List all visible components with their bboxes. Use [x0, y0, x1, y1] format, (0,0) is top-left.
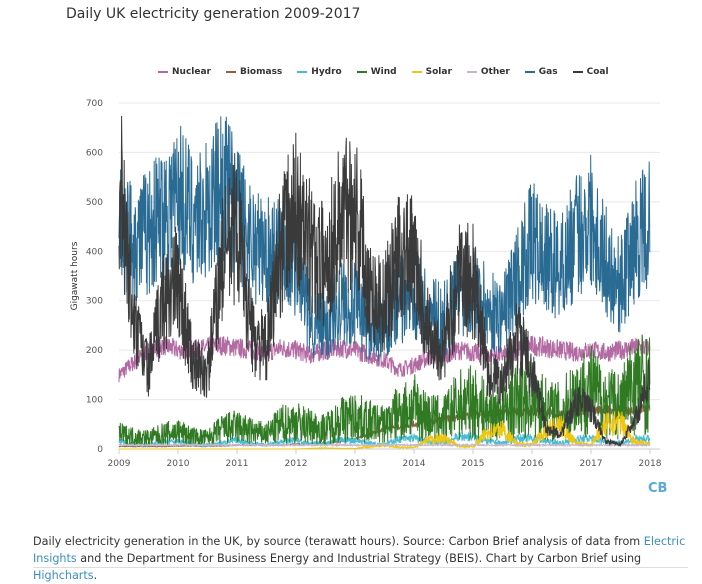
caption-text: Daily electricity generation in the UK, …	[33, 535, 644, 548]
legend-item-nuclear[interactable]: Nuclear	[158, 67, 211, 77]
legend-item-biomass[interactable]: Biomass	[225, 67, 283, 77]
legend-item-hydro[interactable]: Hydro	[297, 67, 342, 77]
x-tick-label: 2012	[285, 459, 308, 469]
y-axis-label: Gigawatt hours	[70, 241, 80, 310]
legend-item-solar[interactable]: Solar	[411, 67, 452, 77]
electric-insights-link[interactable]: Electric Insights	[33, 535, 686, 565]
legend-swatch	[297, 71, 308, 73]
legend-swatch	[524, 71, 535, 73]
x-tick-label: 2014	[403, 459, 426, 469]
chart-title: Daily UK electricity generation 2009-201…	[66, 6, 361, 22]
legend-label: Coal	[586, 67, 609, 77]
y-tick-label: 100	[86, 396, 103, 406]
legend-swatch	[572, 71, 583, 73]
divider	[33, 567, 688, 568]
x-tick-label: 2010	[167, 459, 190, 469]
y-tick-label: 700	[86, 99, 103, 109]
x-tick-label: 2017	[580, 459, 603, 469]
legend-label: Nuclear	[172, 67, 211, 77]
series-line-coal	[118, 115, 651, 448]
x-tick-label: 2011	[226, 459, 249, 469]
legend-item-wind[interactable]: Wind	[356, 67, 397, 77]
legend-label: Gas	[538, 67, 558, 77]
caption-text: .	[93, 569, 98, 582]
legend-item-coal[interactable]: Coal	[572, 67, 609, 77]
caption: Daily electricity generation in the UK, …	[33, 533, 698, 584]
x-tick-label: 2009	[108, 459, 131, 469]
x-tick-label: 2015	[462, 459, 485, 469]
legend-label: Solar	[425, 67, 452, 77]
series-line-other	[118, 442, 651, 448]
y-tick-label: 0	[97, 445, 103, 455]
y-tick-label: 300	[86, 297, 103, 307]
legend-swatch	[411, 71, 422, 73]
legend-label: Other	[480, 67, 510, 77]
x-tick-label: 2016	[521, 459, 544, 469]
series-line-nuclear	[118, 335, 651, 383]
legend-item-gas[interactable]: Gas	[524, 67, 558, 77]
highcharts-link[interactable]: Highcharts	[33, 569, 94, 582]
y-tick-label: 500	[86, 198, 103, 208]
chart-svg: 0 100 200 300 400 500 600 700 2009 2010 2011 2012 20…	[70, 99, 662, 469]
y-tick-label: 200	[86, 346, 103, 356]
y-tick-label: 600	[86, 148, 103, 158]
x-tick-label: 2013	[344, 459, 367, 469]
legend: Nuclear Biomass Hydro Wind Solar Other Gas Coal	[158, 67, 609, 77]
legend-swatch	[356, 71, 367, 73]
series-line-wind	[118, 334, 651, 447]
legend-swatch	[158, 71, 168, 73]
legend-swatch	[225, 71, 236, 73]
legend-label: Wind	[370, 67, 397, 77]
legend-label: Biomass	[239, 67, 283, 77]
caption-text: and the Department for Business Energy a…	[76, 552, 642, 565]
legend-label: Hydro	[311, 67, 342, 77]
series-line-solar	[119, 411, 651, 450]
y-tick-label: 400	[86, 247, 103, 257]
x-tick-label: 2018	[639, 459, 662, 469]
carbon-brief-logo: CB	[648, 481, 668, 496]
legend-swatch	[466, 71, 477, 73]
legend-item-other[interactable]: Other	[466, 67, 510, 77]
